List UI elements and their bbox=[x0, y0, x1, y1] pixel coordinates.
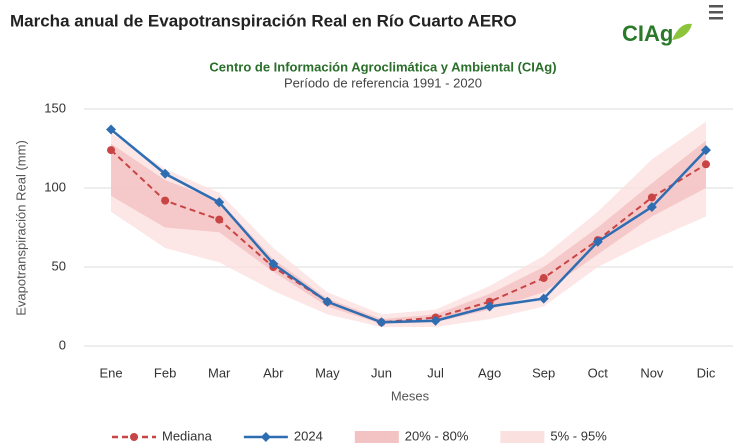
chart-title: Marcha anual de Evapotranspiración Real … bbox=[10, 11, 517, 30]
x-tick-label: May bbox=[315, 365, 340, 380]
x-tick-label: Ago bbox=[478, 365, 501, 380]
point bbox=[430, 315, 441, 326]
point bbox=[538, 293, 549, 304]
legend-item[interactable]: Mediana bbox=[112, 428, 213, 443]
point bbox=[484, 301, 495, 312]
y-tick-label: 150 bbox=[44, 100, 66, 115]
point bbox=[539, 274, 548, 283]
legend-label: Mediana bbox=[162, 428, 213, 443]
logo-leaf bbox=[672, 23, 692, 40]
x-tick-label: Abr bbox=[263, 365, 284, 380]
y-axis-title: Evapotranspiración Real (mm) bbox=[13, 140, 28, 316]
x-tick-label: Jul bbox=[427, 365, 444, 380]
x-tick-label: Jun bbox=[371, 365, 392, 380]
point bbox=[701, 160, 710, 169]
y-tick-label: 100 bbox=[44, 179, 66, 194]
point bbox=[647, 193, 656, 202]
x-axis-title: Meses bbox=[391, 388, 430, 403]
x-tick-label: Oct bbox=[588, 365, 609, 380]
legend-item[interactable]: 20% - 80% bbox=[354, 428, 469, 443]
series-line bbox=[110, 149, 707, 324]
logo-text: CIAg bbox=[622, 21, 673, 46]
point bbox=[646, 201, 657, 212]
legend-marker bbox=[130, 433, 138, 441]
menu-bar[interactable] bbox=[709, 5, 723, 8]
legend-marker bbox=[260, 432, 271, 442]
y-tick-label: 0 bbox=[59, 337, 66, 352]
point bbox=[700, 145, 711, 156]
legend-label: 2024 bbox=[294, 428, 323, 443]
legend-item[interactable]: 2024 bbox=[243, 428, 323, 443]
point bbox=[268, 258, 279, 269]
legend-label: 5% - 95% bbox=[550, 428, 607, 443]
point bbox=[376, 317, 387, 328]
x-tick-label: Sep bbox=[532, 365, 555, 380]
point bbox=[106, 124, 117, 135]
point bbox=[592, 236, 603, 247]
y-tick-label: 50 bbox=[52, 258, 66, 273]
point bbox=[161, 196, 170, 205]
menu-bar[interactable] bbox=[709, 11, 723, 14]
legend-swatch bbox=[354, 431, 399, 443]
series-line bbox=[110, 128, 707, 324]
point bbox=[322, 296, 333, 307]
band-area bbox=[111, 140, 706, 324]
menu-bar[interactable] bbox=[709, 17, 723, 20]
point bbox=[160, 168, 171, 179]
legend-swatch bbox=[500, 431, 545, 443]
point bbox=[215, 215, 224, 224]
logo: CIAg bbox=[622, 21, 692, 46]
x-tick-label: Nov bbox=[640, 365, 664, 380]
x-tick-label: Ene bbox=[99, 365, 122, 380]
point bbox=[107, 146, 116, 155]
legend-label: 20% - 80% bbox=[405, 428, 469, 443]
x-tick-label: Feb bbox=[154, 365, 176, 380]
legend-item[interactable]: 5% - 95% bbox=[500, 428, 607, 443]
point bbox=[214, 197, 225, 208]
x-tick-label: Dic bbox=[697, 365, 716, 380]
subtitle: Centro de Información Agroclimática y Am… bbox=[209, 59, 556, 74]
x-tick-label: Mar bbox=[208, 365, 231, 380]
menu-button[interactable] bbox=[709, 5, 723, 20]
subtitle: Período de referencia 1991 - 2020 bbox=[284, 75, 482, 90]
